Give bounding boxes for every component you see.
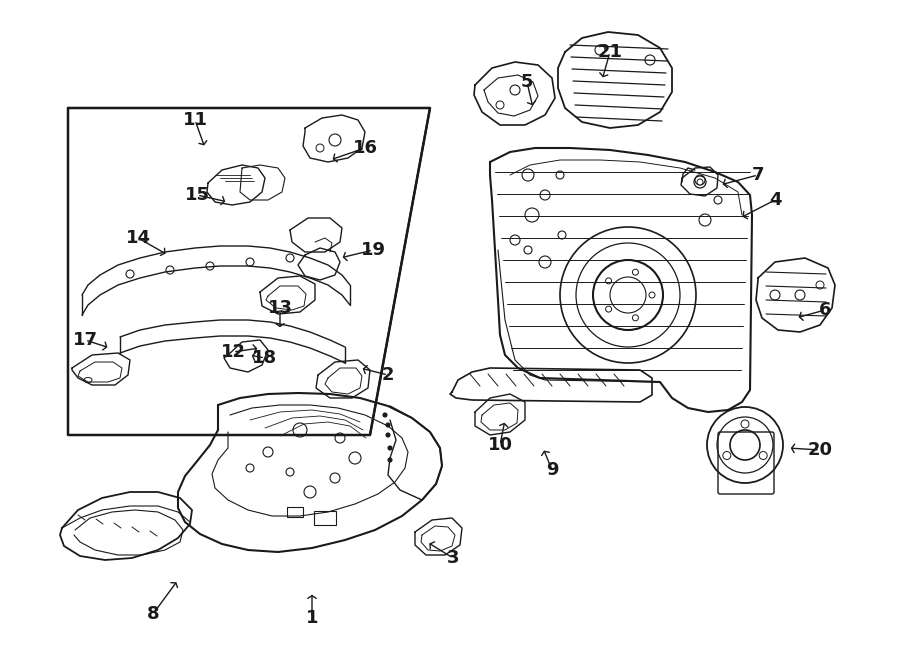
Text: 1: 1 bbox=[306, 609, 319, 627]
Text: 9: 9 bbox=[545, 461, 558, 479]
Text: 14: 14 bbox=[125, 229, 150, 247]
Circle shape bbox=[383, 413, 387, 417]
Text: 6: 6 bbox=[819, 301, 832, 319]
Circle shape bbox=[697, 179, 703, 185]
Circle shape bbox=[388, 446, 392, 450]
Text: 5: 5 bbox=[521, 73, 533, 91]
Text: 16: 16 bbox=[353, 139, 377, 157]
Text: 21: 21 bbox=[598, 43, 623, 61]
Bar bbox=[287, 507, 303, 517]
Text: 4: 4 bbox=[769, 191, 781, 209]
Text: 11: 11 bbox=[183, 111, 208, 129]
Circle shape bbox=[386, 433, 390, 437]
Text: 8: 8 bbox=[147, 605, 159, 623]
Text: 17: 17 bbox=[73, 331, 97, 349]
Text: 20: 20 bbox=[807, 441, 833, 459]
Circle shape bbox=[386, 423, 390, 427]
Text: 19: 19 bbox=[361, 241, 385, 259]
Bar bbox=[314, 511, 336, 525]
Text: 7: 7 bbox=[752, 166, 764, 184]
Text: 15: 15 bbox=[184, 186, 210, 204]
Text: 10: 10 bbox=[488, 436, 512, 454]
Circle shape bbox=[388, 458, 392, 462]
Text: 13: 13 bbox=[267, 299, 293, 317]
Text: 3: 3 bbox=[446, 549, 459, 567]
Text: 2: 2 bbox=[382, 366, 394, 384]
Text: 18: 18 bbox=[252, 349, 277, 367]
Text: 12: 12 bbox=[220, 343, 246, 361]
